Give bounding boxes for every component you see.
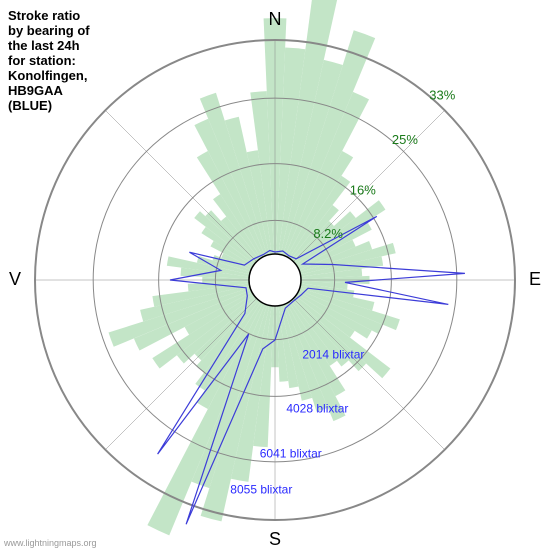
- compass-label: N: [269, 9, 282, 29]
- blixtar-label: 4028 blixtar: [286, 402, 348, 416]
- footer-credit: www.lightningmaps.org: [4, 538, 97, 548]
- compass-label: V: [9, 269, 21, 289]
- blixtar-label: 6041 blixtar: [260, 447, 322, 461]
- blixtar-label: 8055 blixtar: [230, 482, 292, 496]
- pct-label: 33%: [429, 88, 455, 103]
- pct-label: 25%: [392, 132, 418, 147]
- pct-label: 16%: [350, 182, 376, 197]
- center-hole: [249, 254, 301, 306]
- chart-title: Stroke ratio by bearing of the last 24h …: [8, 8, 90, 113]
- blixtar-label: 2014 blixtar: [302, 347, 364, 361]
- pct-label: 8.2%: [313, 226, 343, 241]
- compass-label: S: [269, 529, 281, 549]
- compass-label: E: [529, 269, 541, 289]
